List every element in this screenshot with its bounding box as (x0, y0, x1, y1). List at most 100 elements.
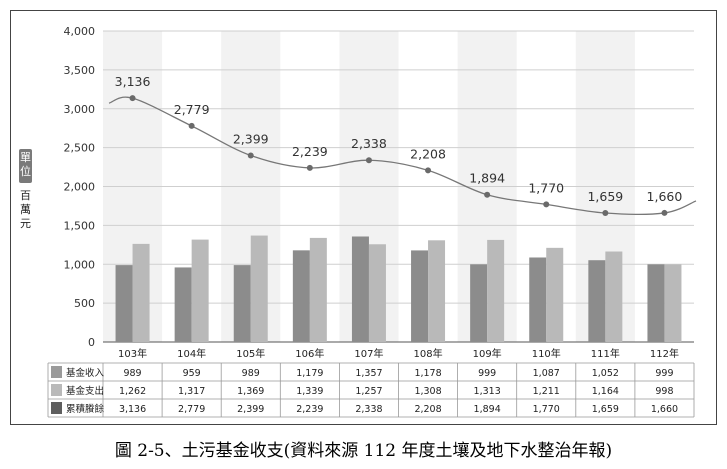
data-label: 3,136 (115, 74, 151, 89)
data-label: 2,338 (351, 136, 387, 151)
unit-label: 單位 百萬元 (19, 149, 32, 230)
data-labels: 3,136 2,779 2,399 2,239 2,338 2,208 1,894 1,770… (115, 74, 683, 204)
table-cell: 998 (655, 386, 673, 397)
table-cell: 999 (478, 368, 496, 379)
cumulative-point (188, 122, 195, 129)
table-cell: 1,339 (296, 386, 323, 397)
bars (115, 235, 682, 342)
legend-swatch (51, 384, 62, 396)
table-cell: 1,179 (296, 368, 323, 379)
category-label: 104年 (177, 347, 206, 360)
bar-expense (309, 237, 327, 342)
table-cell: 2,239 (296, 404, 323, 415)
category-label: 109年 (473, 347, 502, 360)
cumulative-point (306, 164, 313, 171)
table-row-label: 基金支出 (66, 385, 104, 397)
category-label: 103年 (118, 347, 147, 360)
category-label: 108年 (414, 347, 443, 360)
unit-badge (19, 149, 32, 183)
table-cell: 3,136 (119, 404, 146, 415)
cumulative-point (425, 167, 432, 174)
y-tick-label: 1,500 (64, 219, 96, 232)
bar-expense (191, 239, 209, 342)
cumulative-point (129, 95, 136, 102)
category-label: 105年 (236, 347, 265, 360)
data-label: 1,894 (469, 171, 505, 186)
data-label: 2,239 (292, 144, 328, 159)
bar-income (174, 267, 192, 342)
bar-income (351, 236, 369, 342)
y-tick-label: 0 (88, 336, 95, 349)
category-label: 112年 (650, 347, 679, 360)
table-cell: 1,257 (355, 386, 382, 397)
table-cell: 1,369 (237, 386, 264, 397)
bar-expense (428, 240, 446, 342)
table-cell: 2,399 (237, 404, 264, 415)
table-cell: 989 (123, 368, 141, 379)
table-cell: 1,178 (414, 368, 441, 379)
bar-income (470, 264, 488, 342)
y-tick-label: 500 (74, 297, 95, 310)
category-label: 111年 (591, 347, 620, 360)
gridlines (103, 30, 694, 343)
y-axis-label-char: 元 (20, 217, 31, 230)
data-label: 1,770 (528, 180, 564, 195)
table-cell: 1,164 (592, 386, 619, 397)
category-label: 107年 (354, 347, 383, 360)
table-cell: 1,660 (651, 404, 678, 415)
data-label: 2,779 (174, 102, 210, 117)
table-cell: 2,779 (178, 404, 205, 415)
table-cell: 1,052 (592, 368, 619, 379)
y-axis-label-char: 百 (20, 189, 31, 202)
unit-badge-text: 單位 (20, 151, 31, 178)
chart-frame: 0 500 1,000 1,500 2,000 2,500 3,000 3,500 4,000 … (10, 10, 717, 425)
table-cell: 1,211 (533, 386, 560, 397)
category-label: 110年 (532, 347, 561, 360)
table-row-label: 累積賸餘 (66, 403, 105, 415)
cumulative-point (661, 209, 668, 216)
bar-expense (132, 243, 150, 342)
table-row-label: 基金收入 (66, 367, 105, 379)
table-cell: 989 (242, 368, 260, 379)
cumulative-point (543, 201, 550, 208)
table-cell: 1,087 (533, 368, 560, 379)
cumulative-line (108, 95, 697, 217)
bar-expense (664, 264, 682, 342)
y-tick-label: 1,000 (64, 258, 96, 271)
y-tick-label: 2,000 (64, 181, 96, 194)
bar-expense (546, 247, 564, 342)
category-label: 106年 (295, 347, 324, 360)
bar-income (588, 260, 606, 342)
bar-expense (605, 251, 623, 342)
y-tick-label: 4,000 (64, 25, 96, 38)
category-labels: 103年 104年 105年 106年 107年 108年 109年 110年 111年 112年 (118, 347, 679, 360)
table-cell: 1,659 (592, 404, 619, 415)
fund-chart: 05001,0001,5002,0002,5003,0003,5004,000 … (19, 25, 697, 418)
table-cell: 1,894 (474, 404, 501, 415)
unit-badge-char: 單 (20, 151, 31, 164)
cumulative-point (484, 191, 491, 198)
table-cell: 1,317 (178, 386, 205, 397)
bar-income (292, 250, 310, 342)
cumulative-point (602, 210, 609, 217)
y-axis-label-char: 萬 (20, 203, 31, 216)
table-cell: 2,338 (355, 404, 382, 415)
cumulative-point (365, 157, 372, 164)
table-cell: 2,208 (414, 404, 441, 415)
table-cell: 1,308 (414, 386, 441, 397)
figure-caption: 圖 2-5、土污基金收支(資料來源 112 年度土壤及地下水整治年報) (114, 441, 613, 461)
bar-expense (487, 239, 505, 342)
bar-income (411, 250, 429, 342)
data-table: 基金收入 989 959 989 1,179 1,357 1,178 999 1,087 1,05… (47, 362, 695, 418)
table-cell: 1,313 (474, 386, 501, 397)
table-cell: 999 (655, 368, 673, 379)
legend-swatch (51, 366, 62, 378)
y-tick-label: 3,000 (64, 103, 96, 116)
bar-income (233, 265, 251, 342)
unit-badge-char: 位 (20, 164, 31, 178)
bar-expense (368, 244, 386, 342)
y-axis-ticks: 0 500 1,000 1,500 2,000 2,500 3,000 3,500 4,000 (64, 25, 96, 349)
legend-swatch (51, 402, 62, 414)
table-cell: 1,262 (119, 386, 146, 397)
data-label: 1,659 (587, 189, 623, 204)
